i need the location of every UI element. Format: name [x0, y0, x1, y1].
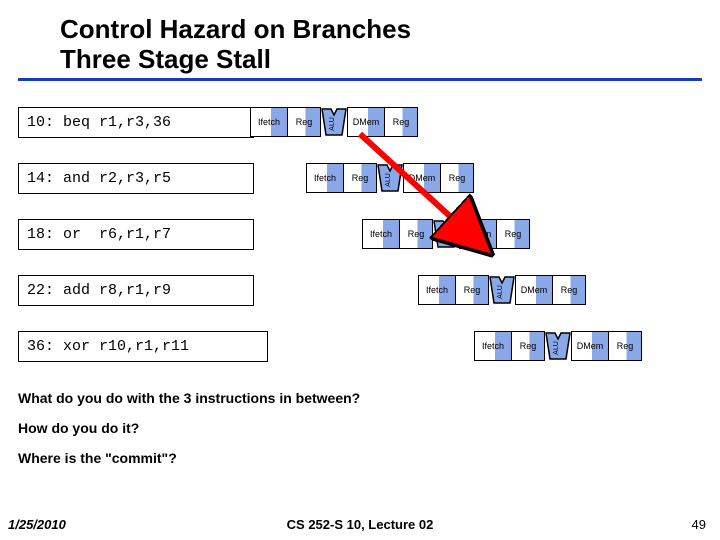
stage-alu: ALU [432, 219, 460, 249]
instruction-row: 18: or r6,r1,r7 [18, 216, 254, 252]
stage-reg: Reg [511, 331, 545, 361]
stage-ifetch: Ifetch [362, 219, 400, 249]
footer-page: 49 [692, 517, 706, 532]
stage-alu: ALU [544, 331, 572, 361]
stage-dmem: DMem [347, 107, 385, 137]
stage-ifetch: Ifetch [250, 107, 288, 137]
footer-center: CS 252-S 10, Lecture 02 [287, 517, 434, 532]
stage-reg: Reg [608, 331, 642, 361]
stage-dmem: DMem [515, 275, 553, 305]
instruction-text: 18: or r6,r1,r7 [18, 219, 254, 250]
stage-reg: Reg [399, 219, 433, 249]
stage-ifetch: Ifetch [474, 331, 512, 361]
instruction-row: 36: xor r10,r1,r11 [18, 328, 268, 364]
question-text: Where is the "commit"? [18, 450, 177, 466]
stage-alu: ALU [376, 163, 404, 193]
instruction-text: 36: xor r10,r1,r11 [18, 331, 268, 362]
stage-reg: Reg [440, 163, 474, 193]
stage-ifetch: Ifetch [418, 275, 456, 305]
slide-title-line1: Control Hazard on Branches [60, 14, 411, 45]
stage-reg: Reg [496, 219, 530, 249]
instruction-row: 10: beq r1,r3,36 [18, 104, 254, 140]
stage-ifetch: Ifetch [306, 163, 344, 193]
stage-dmem: DMem [403, 163, 441, 193]
pipeline-sequence: IfetchReg ALU DMemReg [418, 272, 585, 308]
question-text: How do you do it? [18, 420, 139, 436]
stage-dmem: DMem [571, 331, 609, 361]
pipeline-sequence: IfetchReg ALU DMemReg [250, 104, 417, 140]
instruction-row: 14: and r2,r3,r5 [18, 160, 254, 196]
instruction-row: 22: add r8,r1,r9 [18, 272, 254, 308]
stage-reg: Reg [343, 163, 377, 193]
question-text: What do you do with the 3 instructions i… [18, 390, 360, 406]
title-underline [18, 78, 702, 81]
stage-reg: Reg [384, 107, 418, 137]
instruction-text: 14: and r2,r3,r5 [18, 163, 254, 194]
stage-alu: ALU [488, 275, 516, 305]
svg-text:ALU: ALU [441, 229, 448, 243]
pipeline-sequence: IfetchReg ALU DMemReg [474, 328, 641, 364]
instruction-text: 22: add r8,r1,r9 [18, 275, 254, 306]
pipeline-sequence: IfetchReg ALU DMemReg [362, 216, 529, 252]
svg-text:ALU: ALU [497, 285, 504, 299]
pipeline-sequence: IfetchReg ALU DMemReg [306, 160, 473, 196]
slide-title-line2: Three Stage Stall [60, 44, 271, 75]
stage-alu: ALU [320, 107, 348, 137]
svg-text:ALU: ALU [385, 173, 392, 187]
svg-text:ALU: ALU [329, 117, 336, 131]
stage-reg: Reg [287, 107, 321, 137]
svg-text:ALU: ALU [553, 341, 560, 355]
stage-reg: Reg [455, 275, 489, 305]
footer-date: 1/25/2010 [8, 517, 66, 532]
stage-dmem: DMem [459, 219, 497, 249]
instruction-text: 10: beq r1,r3,36 [18, 107, 254, 138]
stage-reg: Reg [552, 275, 586, 305]
